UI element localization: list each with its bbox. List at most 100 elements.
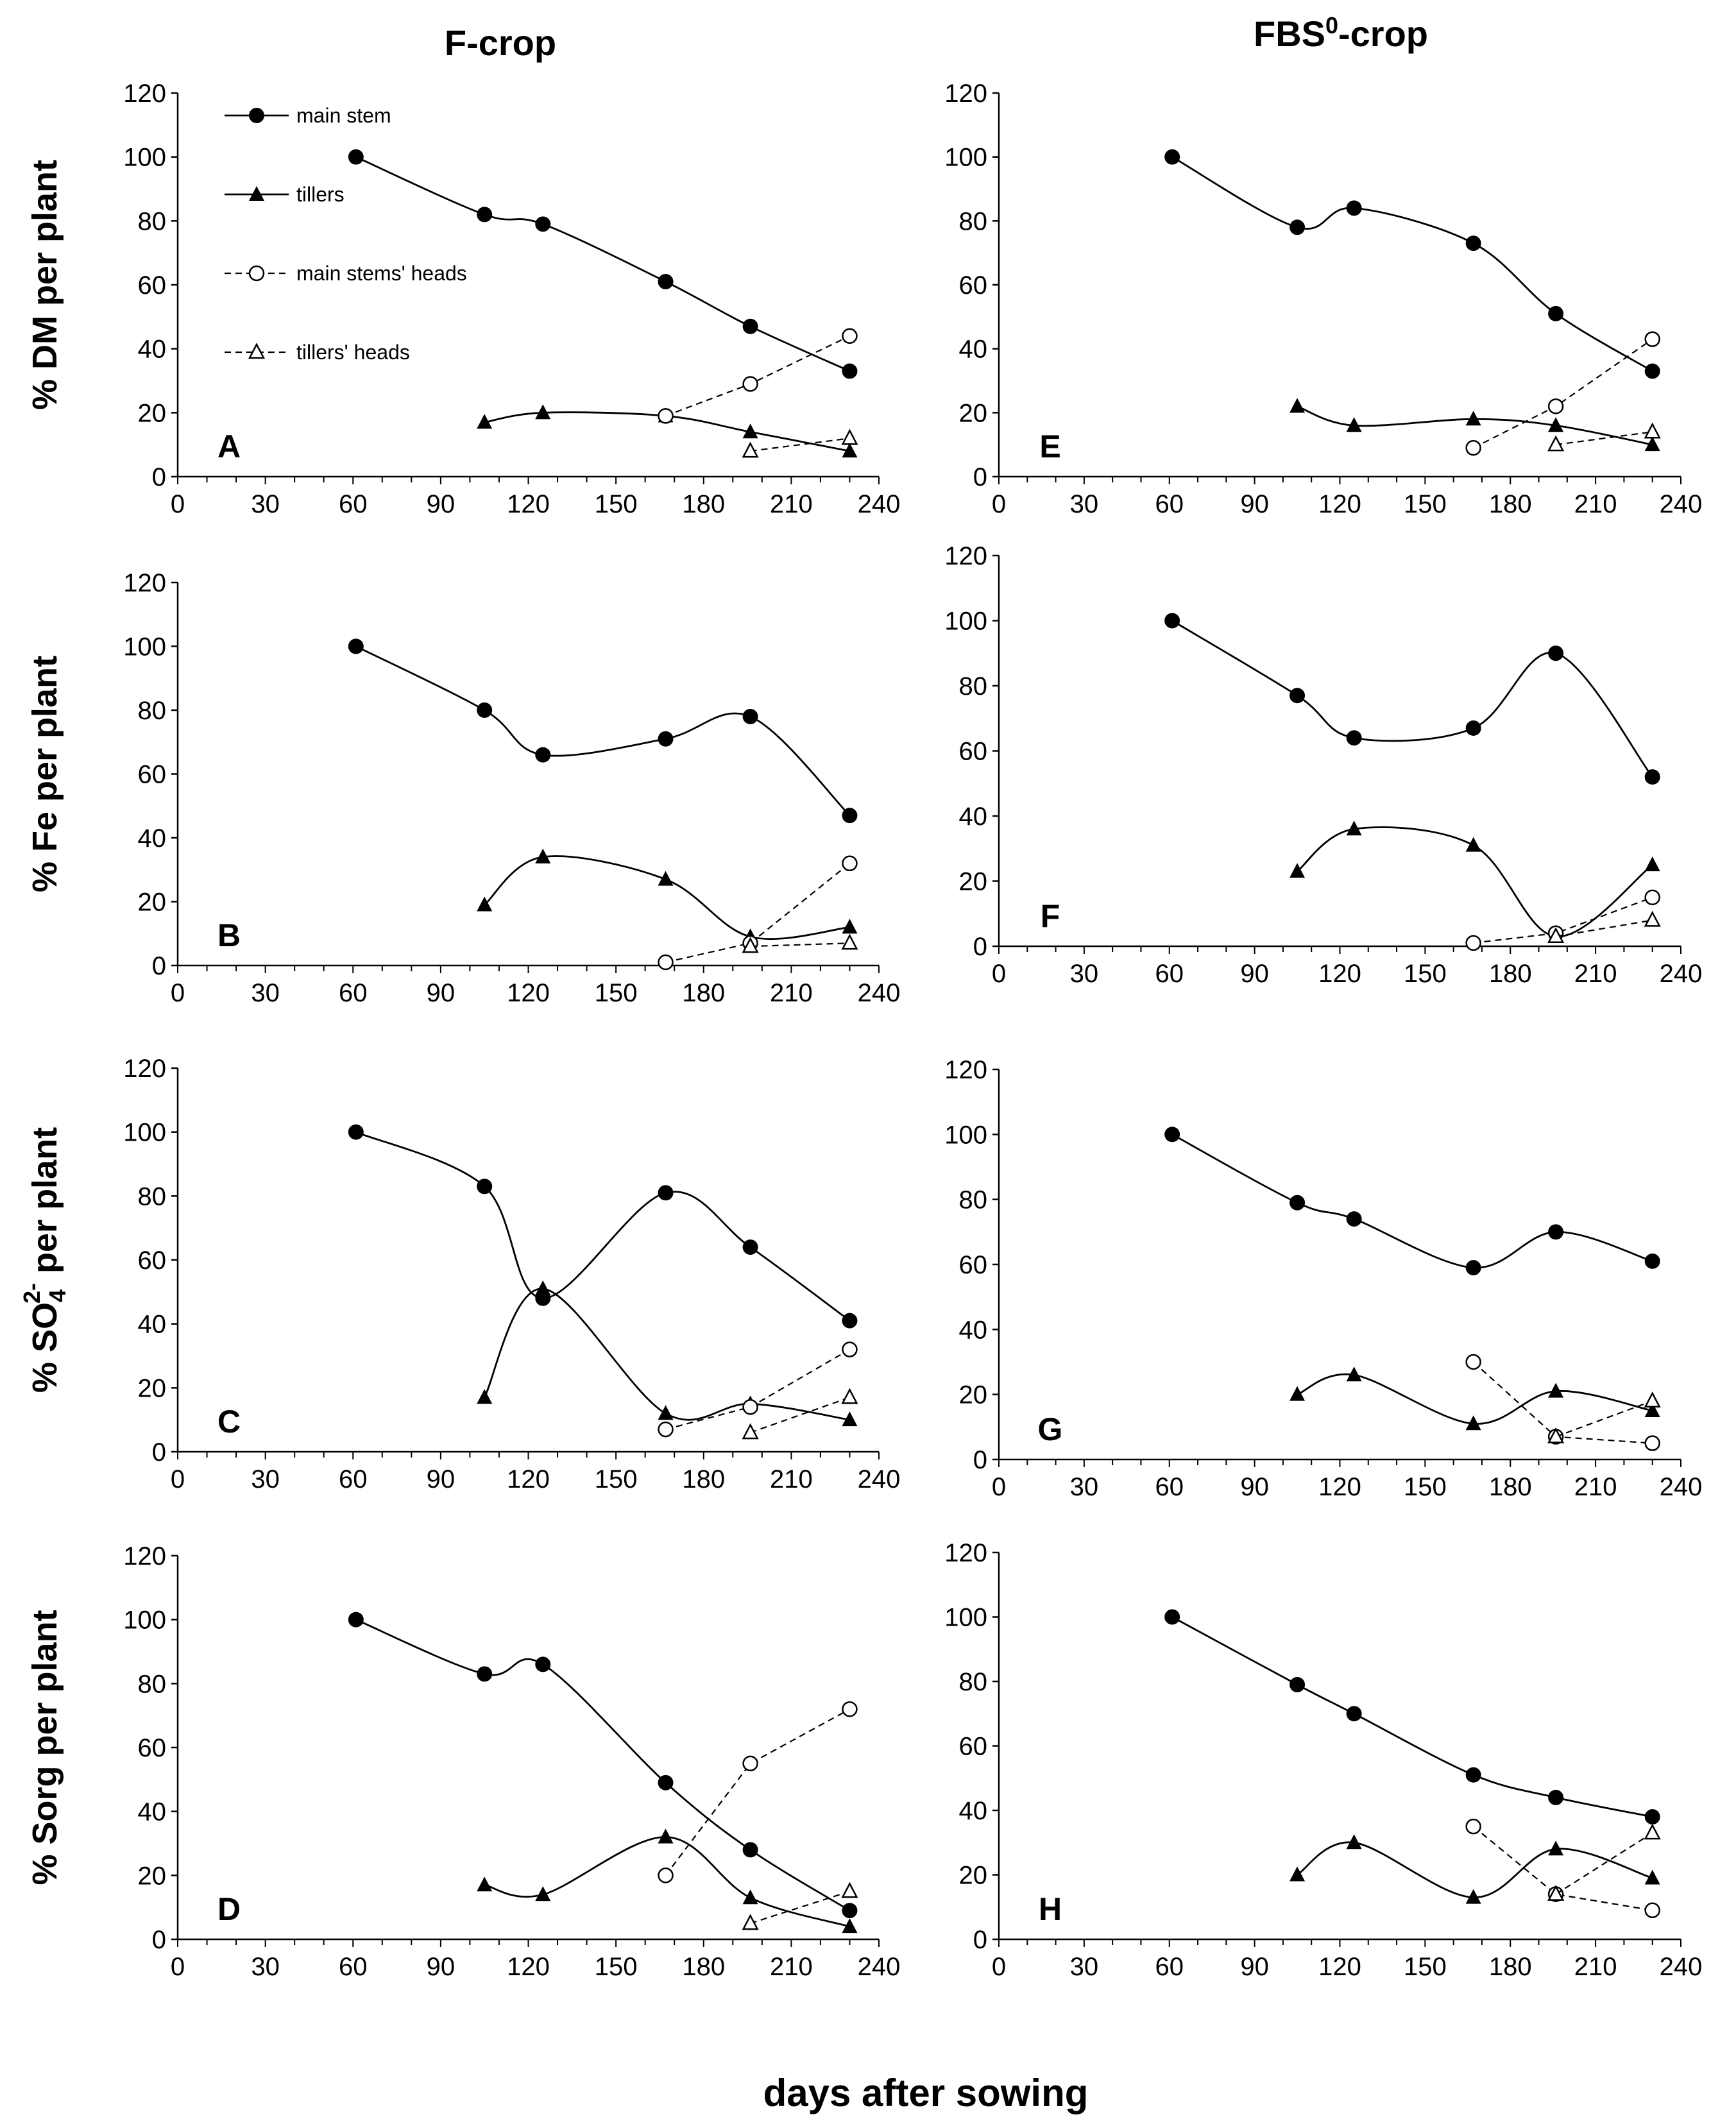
x-tick-label: 0 (992, 490, 1006, 518)
y-tick-label: 80 (959, 1668, 988, 1696)
x-tick-label: 150 (1404, 1953, 1447, 1981)
data-point (842, 1918, 858, 1934)
y-tick-label: 80 (959, 207, 988, 235)
data-point (477, 1389, 493, 1404)
y-tick-label: 120 (944, 1539, 987, 1567)
x-tick-label: 30 (251, 1953, 280, 1981)
x-tick-label: 150 (595, 490, 638, 518)
series-line (1297, 1373, 1653, 1425)
data-point (842, 1313, 858, 1329)
data-point (1346, 1834, 1362, 1850)
x-tick-label: 90 (427, 1465, 455, 1493)
y-tick-label: 100 (123, 1119, 166, 1147)
data-point (1644, 1402, 1660, 1417)
x-tick-label: 60 (1155, 1473, 1184, 1501)
series-main-stems-heads (658, 1701, 858, 1884)
data-point (742, 376, 758, 392)
data-point (842, 855, 858, 872)
data-point (658, 1185, 674, 1201)
data-point (742, 1889, 758, 1905)
x-tick-label: 30 (1070, 490, 1099, 518)
series-line (1555, 431, 1653, 446)
x-tick-label: 150 (595, 1465, 638, 1493)
x-tick-label: 150 (1404, 1473, 1447, 1501)
x-tick-label: 150 (595, 1953, 638, 1981)
data-point (348, 1124, 364, 1140)
data-point (841, 1388, 858, 1404)
series-line (665, 1708, 851, 1876)
series-tillers-heads (742, 1388, 858, 1440)
x-tick-label: 90 (1240, 960, 1269, 988)
y-tick-label: 120 (944, 80, 987, 108)
y-tick-label: 60 (138, 1734, 167, 1762)
data-point (1644, 1902, 1660, 1919)
data-point (535, 1886, 551, 1901)
data-point (477, 1666, 493, 1682)
y-tick-label: 0 (973, 933, 987, 961)
y-tick-label: 80 (138, 1670, 167, 1698)
x-tick-label: 30 (1070, 1473, 1099, 1501)
panel-h: 0 20 40 60 80 100 120 0 30 60 90 120 150 180 210 240 H (944, 1539, 1702, 1981)
y-tick-label: 0 (152, 463, 166, 491)
data-point (658, 408, 674, 424)
series-tillers-heads (742, 429, 858, 458)
data-point (1644, 1253, 1660, 1269)
series-line (484, 855, 850, 940)
panel-label-e: E (1039, 429, 1060, 464)
y-tick-label: 40 (138, 336, 167, 364)
data-point (1548, 305, 1564, 321)
data-point (1548, 1789, 1564, 1805)
legend-marker (249, 108, 264, 123)
series-line (665, 862, 851, 964)
panel-label-f: F (1041, 898, 1060, 934)
y-tick-label: 80 (959, 672, 988, 701)
data-point (841, 429, 858, 445)
y-tick-label: 80 (138, 697, 167, 725)
data-point (535, 848, 551, 863)
x-tick-label: 150 (595, 979, 638, 1007)
y-tick-label: 100 (123, 1606, 166, 1635)
data-point (742, 708, 758, 724)
data-point (1548, 417, 1564, 432)
y-tick-label: 0 (152, 1926, 166, 1954)
legend: main stem tillers main stems' heads tillers… (225, 104, 467, 364)
y-tick-label: 20 (959, 399, 988, 427)
series-line (1555, 1832, 1653, 1895)
legend-label: main stems' heads (296, 262, 467, 285)
x-tick-label: 180 (1489, 960, 1532, 988)
x-tick-label: 240 (1660, 490, 1703, 518)
x-tick-label: 120 (1318, 490, 1361, 518)
series-line (750, 1891, 850, 1925)
data-point (535, 216, 551, 232)
y-tick-label: 40 (959, 1797, 988, 1825)
y-tick-label: 80 (959, 1186, 988, 1214)
y-tick-label: 60 (959, 1251, 988, 1279)
legend-label: tillers' heads (296, 341, 410, 364)
data-point (477, 207, 493, 223)
data-point (1547, 435, 1565, 452)
data-point (1465, 837, 1481, 852)
y-tick-label: 20 (138, 1862, 167, 1890)
data-point (1164, 1127, 1180, 1143)
x-tick-label: 210 (770, 490, 813, 518)
x-tick-label: 60 (339, 1465, 368, 1493)
y-tick-label: 100 (123, 144, 166, 172)
data-point (1289, 1677, 1306, 1693)
y-tick-label: 20 (959, 868, 988, 896)
data-point (1289, 688, 1306, 704)
y-tick-label: 20 (138, 399, 167, 427)
x-tick-label: 210 (770, 979, 813, 1007)
data-point (1644, 1823, 1661, 1840)
y-tick-label: 0 (152, 952, 166, 980)
series-tillers (1289, 1366, 1660, 1431)
data-point (1644, 856, 1660, 872)
series-tillers-heads (742, 1882, 858, 1930)
series-main-stems-heads (1465, 889, 1660, 951)
x-tick-label: 180 (1489, 1953, 1532, 1981)
x-tick-label: 60 (339, 979, 368, 1007)
data-point (1644, 910, 1661, 927)
y-tick-label: 40 (959, 1316, 988, 1344)
column-title-fbs0-crop: FBS0-crop (1254, 12, 1428, 54)
x-tick-label: 120 (1318, 960, 1361, 988)
data-point (842, 1411, 858, 1427)
